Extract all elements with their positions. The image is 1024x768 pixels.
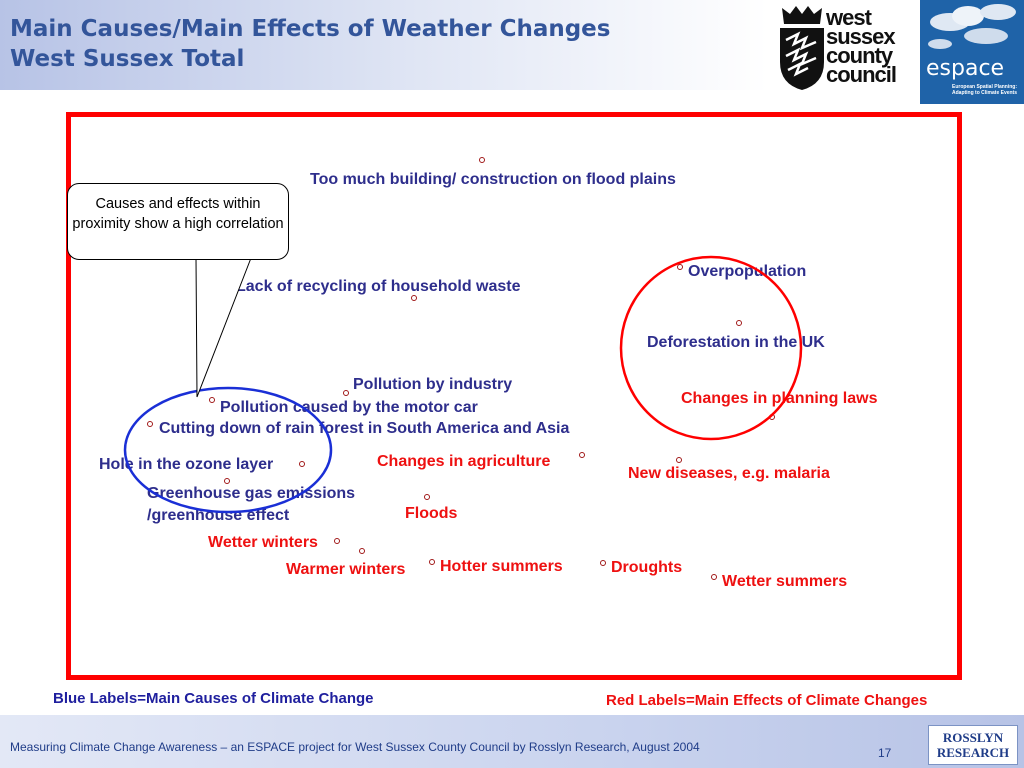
- cause-label: Hole in the ozone layer: [99, 456, 274, 473]
- rosslyn-research-logo: ROSSLYN RESEARCH: [928, 725, 1018, 765]
- data-point: [736, 320, 742, 326]
- data-point: [769, 414, 775, 420]
- data-point: [299, 461, 305, 467]
- correlation-callout: Causes and effects within proximity show…: [67, 183, 289, 260]
- data-point: [224, 478, 230, 484]
- cause-label: /greenhouse effect: [147, 507, 290, 524]
- slide-footer: Measuring Climate Change Awareness – an …: [0, 715, 1024, 768]
- crest-icon: [780, 6, 824, 90]
- west-sussex-county-council-logo: west sussex county council: [776, 4, 916, 92]
- data-point: [209, 397, 215, 403]
- title-line-1: Main Causes/Main Effects of Weather Chan…: [10, 16, 611, 42]
- wscc-word: council: [826, 62, 897, 87]
- cause-label: Overpopulation: [688, 263, 807, 280]
- legend-effects: Red Labels=Main Effects of Climate Chang…: [606, 692, 928, 709]
- rosslyn-logo-line: ROSSLYN: [942, 730, 1004, 745]
- espace-subtitle: European Spatial Planning: Adapting to C…: [952, 84, 1018, 96]
- wscc-word: county: [826, 43, 893, 68]
- cause-label: Pollution by industry: [353, 376, 513, 393]
- data-point: [411, 295, 417, 301]
- slide-title: Main Causes/Main Effects of Weather Chan…: [10, 14, 610, 74]
- data-point: [479, 157, 485, 163]
- data-point: [334, 538, 340, 544]
- effect-label: Hotter summers: [440, 558, 563, 575]
- cloud-icon: [928, 4, 1016, 49]
- effect-label: Wetter winters: [208, 534, 318, 551]
- data-point: [677, 264, 683, 270]
- data-point: [676, 457, 682, 463]
- cause-label: Too much building/ construction on flood…: [310, 171, 676, 188]
- data-point: [600, 560, 606, 566]
- data-point: [424, 494, 430, 500]
- data-point: [359, 548, 365, 554]
- effect-label: Warmer winters: [286, 561, 406, 578]
- cause-label: Cutting down of rain forest in South Ame…: [159, 420, 570, 437]
- wscc-logo-text: west sussex county council: [826, 5, 897, 87]
- data-point: [711, 574, 717, 580]
- cause-label: Pollution caused by the motor car: [220, 399, 478, 416]
- data-point: [579, 452, 585, 458]
- slide-header: Main Causes/Main Effects of Weather Chan…: [0, 0, 1024, 90]
- effect-label: Changes in agriculture: [377, 453, 551, 470]
- effect-label: Wetter summers: [722, 573, 848, 590]
- title-line-2: West Sussex Total: [10, 46, 245, 72]
- wscc-word: sussex: [826, 24, 896, 49]
- effect-label: Floods: [405, 505, 458, 522]
- data-point: [343, 390, 349, 396]
- data-point: [429, 559, 435, 565]
- diagram-frame: [66, 112, 962, 680]
- espace-wordmark: espace: [926, 56, 1005, 81]
- rosslyn-logo-line: RESEARCH: [936, 745, 1010, 760]
- cause-label: Lack of recycling of household waste: [236, 278, 521, 295]
- espace-logo: espace European Spatial Planning: Adapti…: [920, 0, 1024, 104]
- page-number: 17: [878, 746, 892, 760]
- cause-label: Greenhouse gas emissions: [147, 485, 356, 502]
- cause-label: Deforestation in the UK: [647, 334, 825, 351]
- wscc-word: west: [826, 5, 872, 30]
- data-point: [147, 421, 153, 427]
- footer-text: Measuring Climate Change Awareness – an …: [10, 740, 700, 754]
- legend-causes: Blue Labels=Main Causes of Climate Chang…: [53, 690, 374, 707]
- effect-label: New diseases, e.g. malaria: [628, 465, 830, 482]
- effect-label: Droughts: [611, 559, 683, 576]
- effect-label: Changes in planning laws: [681, 390, 878, 407]
